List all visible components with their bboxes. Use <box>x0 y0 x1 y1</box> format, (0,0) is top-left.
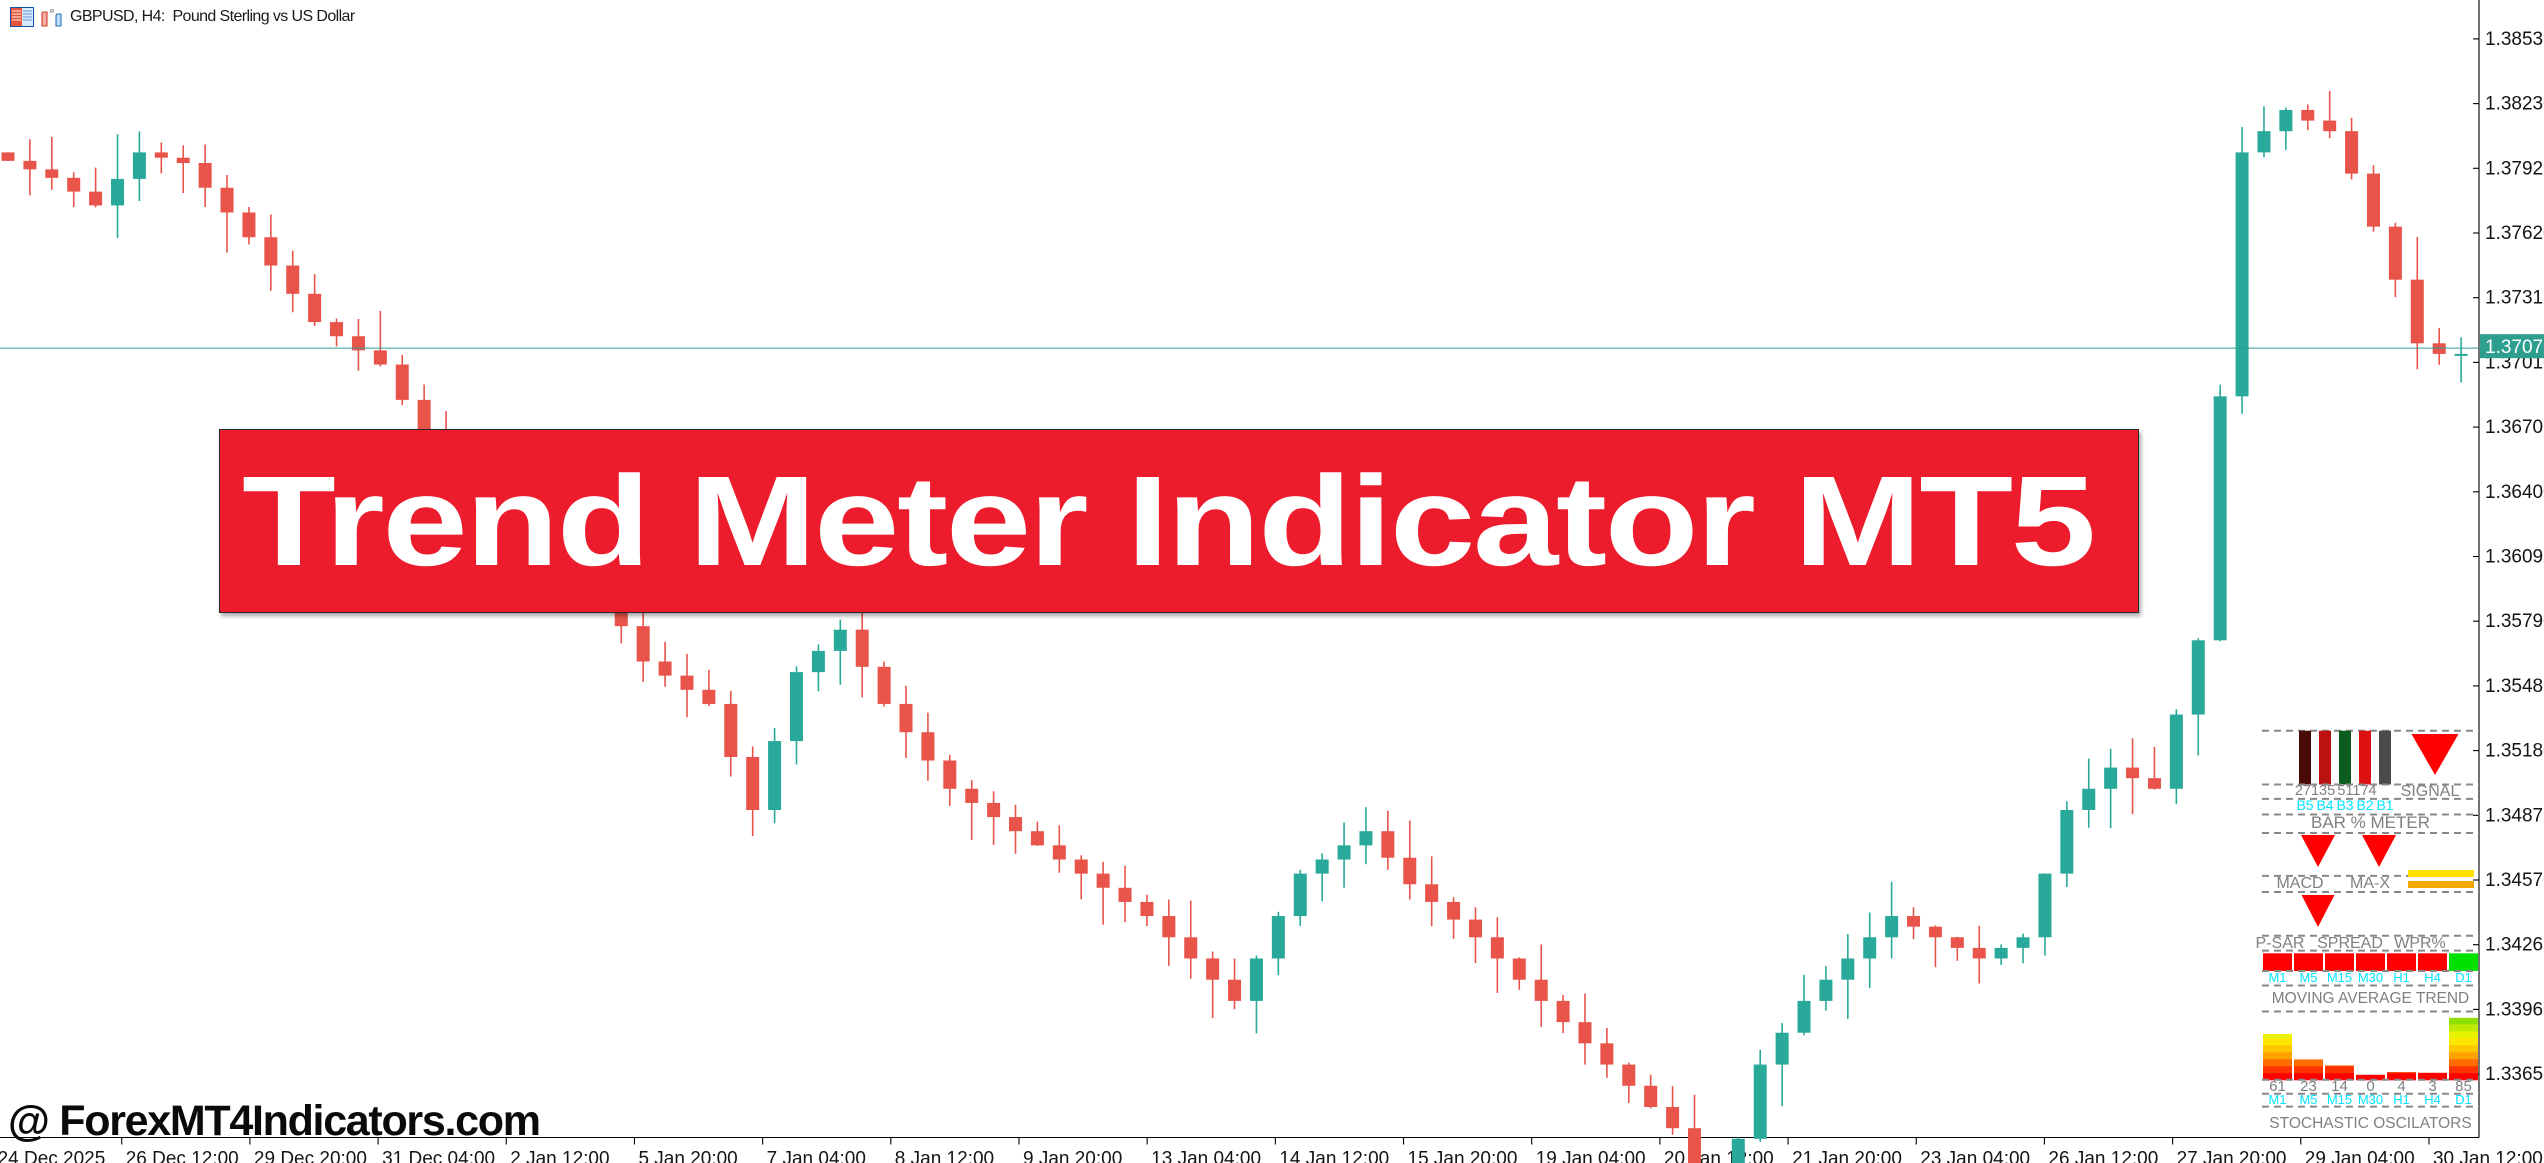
svg-text:M30: M30 <box>2358 1092 2383 1107</box>
svg-text:H4: H4 <box>2424 970 2441 985</box>
svg-text:STOCHASTIC OSCILATORS: STOCHASTIC OSCILATORS <box>2269 1115 2471 1132</box>
svg-text:M15: M15 <box>2327 1092 2352 1107</box>
svg-text:M30: M30 <box>2358 970 2383 985</box>
svg-text:MOVING AVERAGE TREND: MOVING AVERAGE TREND <box>2272 990 2470 1007</box>
svg-text:D1: D1 <box>2455 1092 2472 1107</box>
svg-text:B2: B2 <box>2356 797 2373 813</box>
svg-text:B1: B1 <box>2376 797 2393 813</box>
svg-text:D1: D1 <box>2455 970 2472 985</box>
svg-text:MACD: MACD <box>2276 875 2323 892</box>
svg-text:B3: B3 <box>2336 797 2353 813</box>
svg-text:SIGNAL: SIGNAL <box>2401 783 2460 800</box>
svg-text:M1: M1 <box>2268 970 2286 985</box>
svg-text:M1: M1 <box>2268 1092 2286 1107</box>
svg-text:M5: M5 <box>2299 1092 2317 1107</box>
svg-text:H4: H4 <box>2424 1092 2441 1107</box>
svg-text:SPREAD: SPREAD <box>2317 935 2383 952</box>
svg-text:WPR%: WPR% <box>2394 935 2446 952</box>
svg-text:M15: M15 <box>2327 970 2352 985</box>
svg-text:P-SAR: P-SAR <box>2256 935 2305 952</box>
svg-text:B4: B4 <box>2316 797 2333 813</box>
svg-text:H1: H1 <box>2393 1092 2410 1107</box>
svg-text:H1: H1 <box>2393 970 2410 985</box>
svg-text:BAR % METER: BAR % METER <box>2311 813 2430 832</box>
svg-text:MA-X: MA-X <box>2350 875 2390 892</box>
svg-text:M5: M5 <box>2299 970 2317 985</box>
svg-text:B5: B5 <box>2296 797 2313 813</box>
